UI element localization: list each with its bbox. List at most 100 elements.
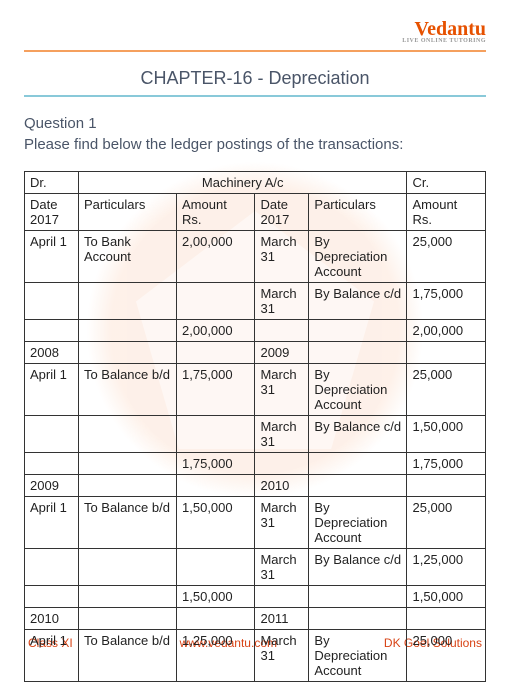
ledger-row: 2,00,000 2,00,000 [25,320,486,342]
ledger-row: April 1To Bank Account2,00,000March 31By… [25,231,486,283]
question-label: Question 1 [24,115,486,132]
cell-part-cr: By Depreciation Account [309,231,407,283]
cell-date-dr: April 1 [25,630,79,682]
cell-amt-dr [177,416,255,453]
cell-date-dr [25,320,79,342]
cell-date-dr: April 1 [25,364,79,416]
ledger-row: March 31By Balance c/d1,25,000 [25,549,486,586]
cell-part-cr: By Balance c/d [309,416,407,453]
logo-subtext: LIVE ONLINE TUTORING [24,38,486,44]
ledger-row: March 31By Balance c/d1,75,000 [25,283,486,320]
empty [309,608,407,630]
cell-date-cr: March 31 [255,364,309,416]
hdr-year-cr: 2017 [260,212,289,227]
hdr-part-dr: Particulars [78,194,176,231]
empty [78,342,176,364]
cell-amt-cr: 25,000 [407,630,486,682]
ledger-title-row: Dr. Machinery A/c Cr. [25,172,486,194]
cell-amt-dr: 1,75,000 [177,364,255,416]
cell-date-cr [255,320,309,342]
cell-date-cr [255,453,309,475]
empty [407,342,486,364]
cell-date-dr: April 1 [25,497,79,549]
cell-amt-cr: 1,75,000 [407,453,486,475]
year-row: 20092010 [25,475,486,497]
cell-amt-dr: 1,50,000 [177,586,255,608]
cell-part-dr [78,549,176,586]
cell-part-dr [78,320,176,342]
ledger-row: March 31By Balance c/d1,50,000 [25,416,486,453]
hdr-amt-cr: Amount Rs. [407,194,486,231]
cell-amt-cr: 1,50,000 [407,416,486,453]
cell-amt-cr: 25,000 [407,497,486,549]
empty [78,608,176,630]
year-row: 2010 2011 [25,608,486,630]
cell-part-cr: By Depreciation Account [309,497,407,549]
cell-amt-cr: 1,75,000 [407,283,486,320]
chapter-title: CHAPTER-16 - Depreciation [24,68,486,89]
cell-date-dr [25,586,79,608]
ledger-row: 1,75,000 1,75,000 [25,453,486,475]
empty [309,475,407,497]
empty [78,475,176,497]
cell-part-cr: By Depreciation Account [309,364,407,416]
year-cr: 2011 [255,608,309,630]
question-text: Please find below the ledger postings of… [24,136,486,153]
hdr-date-cr: Date 2017 [255,194,309,231]
cell-date-dr [25,453,79,475]
brand-logo: Vedantu LIVE ONLINE TUTORING [24,18,486,44]
ledger-row: 1,50,000 1,50,000 [25,586,486,608]
hdr-part-cr: Particulars [309,194,407,231]
cell-date-cr [255,586,309,608]
hdr-date-dr-label: Date [30,197,57,212]
cell-date-dr [25,283,79,320]
cell-date-dr [25,549,79,586]
cell-date-cr: March 31 [255,416,309,453]
empty [407,608,486,630]
cell-date-cr: March 31 [255,283,309,320]
cell-part-dr: To Balance b/d [78,364,176,416]
ledger-row: April 1To Balance b/d1,25,000March 31By … [25,630,486,682]
hdr-year-dr: 2017 [30,212,59,227]
cell-part-cr: By Balance c/d [309,549,407,586]
page-content: Vedantu LIVE ONLINE TUTORING CHAPTER-16 … [0,0,510,682]
cell-part-dr: To Balance b/d [78,497,176,549]
cell-part-cr: By Balance c/d [309,283,407,320]
cell-part-dr: To Bank Account [78,231,176,283]
ledger-body: April 1To Bank Account2,00,000March 31By… [25,231,486,682]
cell-amt-dr: 1,75,000 [177,453,255,475]
logo-text: Vedantu [414,18,486,40]
empty [177,342,255,364]
hdr-amt-dr: Amount Rs. [177,194,255,231]
year-cr: 2010 [255,475,309,497]
cell-amt-dr: 2,00,000 [177,320,255,342]
cell-amt-cr: 2,00,000 [407,320,486,342]
cell-amt-dr: 2,00,000 [177,231,255,283]
cell-date-dr: April 1 [25,231,79,283]
cell-amt-cr: 1,50,000 [407,586,486,608]
hdr-date-dr: Date 2017 [25,194,79,231]
empty [309,342,407,364]
teal-divider [24,95,486,97]
cell-part-cr [309,453,407,475]
cell-amt-cr: 1,25,000 [407,549,486,586]
empty [177,608,255,630]
cell-part-dr [78,453,176,475]
account-name: Machinery A/c [78,172,407,194]
cell-part-cr: By Depreciation Account [309,630,407,682]
cell-part-dr [78,283,176,320]
cell-amt-cr: 25,000 [407,364,486,416]
cell-amt-dr: 1,25,000 [177,630,255,682]
year-dr: 2010 [25,608,79,630]
cell-date-cr: March 31 [255,231,309,283]
cell-date-dr [25,416,79,453]
cr-label: Cr. [407,172,486,194]
cell-part-dr [78,586,176,608]
ledger-row: April 1To Balance b/d1,50,000March 31By … [25,497,486,549]
ledger-table: Dr. Machinery A/c Cr. Date 2017 Particul… [24,171,486,682]
cell-amt-dr: 1,50,000 [177,497,255,549]
dr-label: Dr. [25,172,79,194]
empty [407,475,486,497]
cell-date-cr: March 31 [255,497,309,549]
cell-date-cr: March 31 [255,549,309,586]
